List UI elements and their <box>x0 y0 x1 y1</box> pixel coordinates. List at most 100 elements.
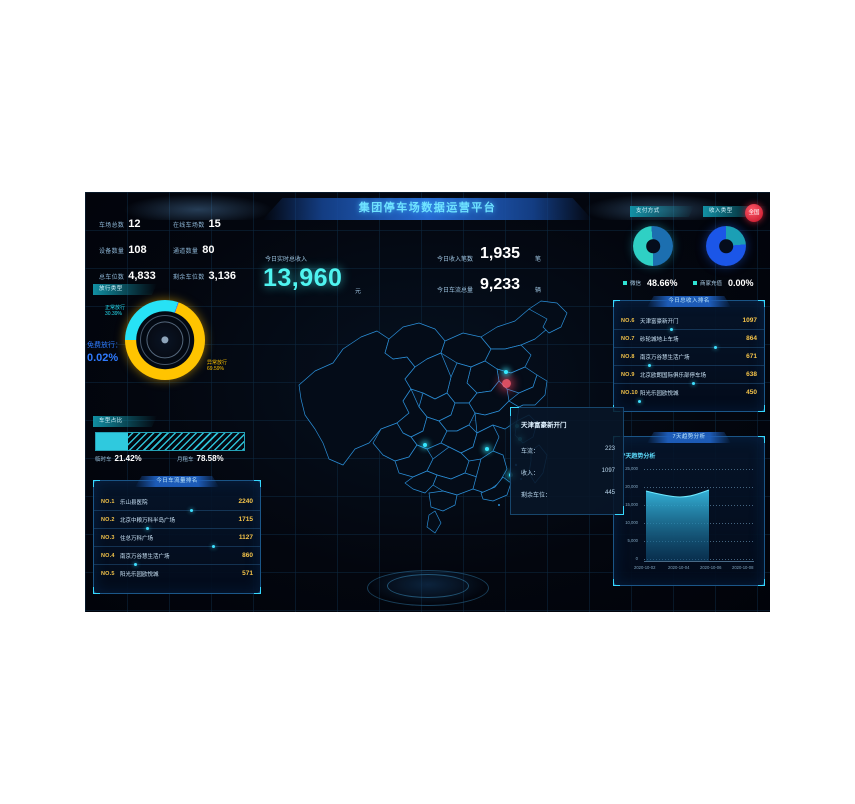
kpi-value: 108 <box>128 244 147 256</box>
tooltip-title: 天津富豪新开门 <box>521 422 567 429</box>
map-marker[interactable] <box>423 443 427 447</box>
x-axis-line <box>644 561 754 562</box>
rank-divider-dot-icon <box>134 562 137 566</box>
pass-type-abnormal-label-group: 异常放行 69.59% <box>207 359 227 372</box>
gridline <box>644 487 754 488</box>
kpi-device-count: 设备数量 108 <box>99 240 147 258</box>
map-marker[interactable] <box>504 370 508 374</box>
flow-rank-panel-title: 今日车流量排名 <box>135 476 219 487</box>
kpi-space-total: 总车位数 4,833 <box>99 266 156 284</box>
pass-type-ring-chart <box>125 300 205 380</box>
map-marker-active[interactable] <box>502 379 511 388</box>
kpi-label: 在线车场数 <box>173 223 205 229</box>
rank-value: 860 <box>242 552 253 559</box>
rank-index: NO.5 <box>101 570 115 577</box>
rank-value: 2240 <box>238 498 253 505</box>
list-item[interactable]: NO.3 住总万科广场 1127 <box>94 529 260 548</box>
trend-area-chart: 25,000 20,000 15,000 10,000 5,000 0 2020… <box>614 461 764 579</box>
vehicle-type-left-label: 临时车 <box>95 457 112 463</box>
payment-donut-chart <box>633 226 673 266</box>
income-type-donut-chart <box>706 226 746 266</box>
list-item[interactable]: NO.10 阳光乐园欧悦城 450 <box>614 384 764 403</box>
rank-value: 1715 <box>238 516 253 523</box>
scope-badge-national[interactable]: 全国 <box>745 204 763 222</box>
rank-name: 砂轮城地上车场 <box>640 336 679 343</box>
list-item[interactable]: NO.9 北京欧朗国际俱乐部停车场 638 <box>614 366 764 385</box>
x-tick-label: 2020-10-04 <box>668 565 690 570</box>
trend-panel: 7天趋势分析 7天趋势分析 25,000 20,000 15,000 10,00… <box>613 432 765 586</box>
rank-divider-dot-icon <box>692 381 695 385</box>
rank-name: 住总万科广场 <box>120 535 154 542</box>
kpi-label: 剩余车位数 <box>173 275 205 281</box>
kpi-value: 3,136 <box>208 270 237 282</box>
header-swoosh-left <box>122 194 273 220</box>
flow-value: 9,233 <box>480 276 521 293</box>
map-tooltip: 天津富豪新开门 车流： 223 收入： 1097 剩余车位： 445 <box>510 407 624 515</box>
rank-value: 450 <box>746 389 757 396</box>
vehicle-type-right-legend: 月租车 78.58% <box>177 454 224 463</box>
rank-value: 671 <box>746 353 757 360</box>
rank-index: NO.6 <box>621 317 635 324</box>
payment-legend-pct: 48.66% <box>647 278 678 288</box>
tooltip-row-income: 收入： 1097 <box>521 468 615 477</box>
list-item[interactable]: NO.4 南京万谷慧生活广场 860 <box>94 547 260 566</box>
list-item[interactable]: NO.8 南京万谷慧生活广场 671 <box>614 348 764 367</box>
income-type-legend-pct: 0.00% <box>728 278 754 288</box>
rank-index: NO.9 <box>621 371 635 378</box>
vehicle-type-right-pct: 78.58% <box>196 454 224 463</box>
kpi-label: 车场总数 <box>99 223 125 229</box>
pass-type-normal-pct: 30.39% <box>105 311 122 317</box>
y-tick-label: 10,000 <box>625 520 638 525</box>
list-item[interactable]: NO.2 北京中粮万科半岛广场 1715 <box>94 511 260 530</box>
trend-chart-heading: 7天趋势分析 <box>622 454 656 460</box>
ring-center-dot <box>161 336 169 344</box>
kpi-space-free: 剩余车位数 3,136 <box>173 266 236 284</box>
flow-label: 今日车流总量 <box>437 288 474 294</box>
pass-type-abnormal-label: 异常放行 <box>207 360 228 366</box>
income-unit: 元 <box>355 289 362 295</box>
gridline <box>644 469 754 470</box>
list-item[interactable]: NO.6 天津富豪新开门 1097 <box>614 312 764 331</box>
vehicle-type-bar-chart <box>95 432 245 451</box>
list-item[interactable]: NO.7 砂轮城地上车场 864 <box>614 330 764 349</box>
tooltip-row-free-space: 剩余车位： 445 <box>521 490 615 499</box>
vehicle-type-bar-temporary <box>96 433 128 450</box>
kpi-label: 总车位数 <box>99 275 125 281</box>
rank-divider-dot-icon <box>648 363 651 367</box>
rank-divider-dot-icon <box>146 526 149 530</box>
x-tick-label: 2020-10-02 <box>634 565 656 570</box>
stage-ellipse-inner <box>386 574 469 598</box>
rank-index: NO.8 <box>621 353 635 360</box>
trend-series-path <box>645 489 710 561</box>
rank-value: 1127 <box>238 534 253 541</box>
vehicle-type-bar-monthly <box>127 433 244 450</box>
rank-index: NO.4 <box>101 552 115 559</box>
rank-divider-dot-icon <box>190 508 193 512</box>
china-map-svg[interactable] <box>285 297 585 547</box>
tooltip-corner-icon <box>615 506 624 515</box>
y-tick-label: 5,000 <box>627 538 638 543</box>
tooltip-label: 剩余车位： <box>521 493 552 499</box>
rank-name: 南京万谷慧生活广场 <box>640 354 690 361</box>
map-marker[interactable] <box>485 447 489 451</box>
panel-corner-icon <box>758 405 765 412</box>
income-type-legend: 商家充值 0.00% <box>693 278 754 288</box>
y-tick-label: 15,000 <box>625 502 638 507</box>
rank-divider-dot-icon <box>212 544 215 548</box>
pass-type-free-label: 免费放行： <box>87 342 122 349</box>
rank-divider-dot-icon <box>714 345 717 349</box>
china-map[interactable] <box>285 297 585 547</box>
rank-name: 阳光乐园欧悦城 <box>120 571 159 578</box>
count-label: 今日收入笔数 <box>437 257 474 263</box>
y-tick-label: 0 <box>635 556 638 561</box>
dashboard: 集团停车场数据运营平台 车场总数 12 在线车场数 15 设备数量 108 通道数量 8… <box>85 192 770 612</box>
rank-index: NO.10 <box>621 389 638 396</box>
list-item[interactable]: NO.5 阳光乐园欧悦城 571 <box>94 565 260 582</box>
kpi-channel-count: 通道数量 80 <box>173 240 214 258</box>
panel-corner-icon <box>254 480 261 487</box>
payment-legend-label: 微信 <box>630 281 642 287</box>
vehicle-type-left-legend: 临时车 21.42% <box>95 454 142 463</box>
list-item[interactable]: NO.1 乐山县医院 2240 <box>94 493 260 512</box>
pass-type-abnormal-pct: 69.59% <box>207 366 224 372</box>
